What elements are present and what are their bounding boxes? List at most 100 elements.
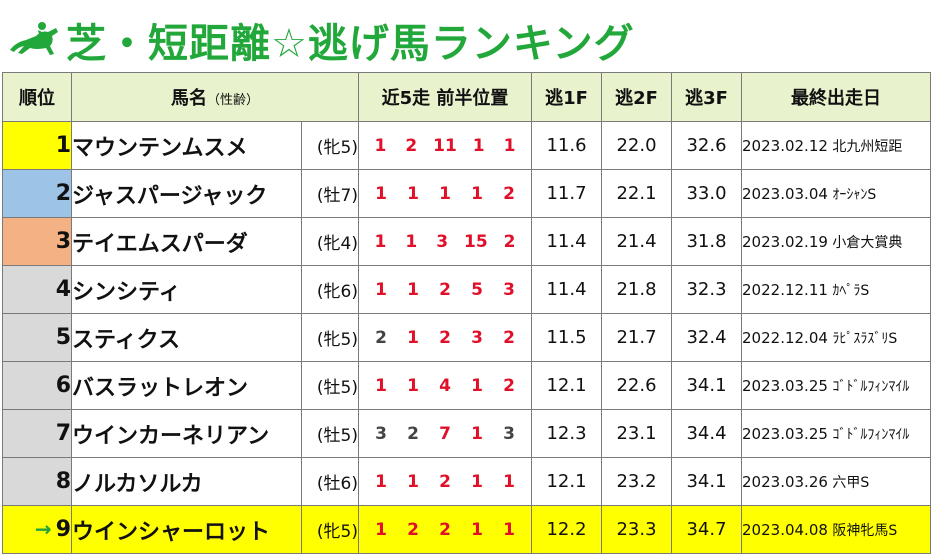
last-race-date: 2023.03.25 [742,424,828,443]
header-f1: 逃1F [531,72,603,122]
f3-value: 32.3 [671,265,743,314]
position-value: 3 [471,327,483,348]
last-race-name: ｺﾞﾄﾞﾙﾌｨﾝﾏｲﾙ [832,426,910,443]
f1-value: 11.4 [531,265,603,314]
f2-value: 22.1 [601,169,673,218]
position-value: 1 [503,471,515,492]
header-name: 馬名（性齢） [70,72,360,122]
header-last-race: 最終出走日 [741,72,932,122]
positions-cell: 1 2 11 1 1 [358,121,533,170]
f2-value: 21.8 [601,265,673,314]
last-race-date: 2022.12.11 [742,280,828,299]
rank-cell: 2 [2,169,72,218]
position-value: 1 [471,471,483,492]
last-race-cell: 2023.03.25 ｺﾞﾄﾞﾙﾌｨﾝﾏｲﾙ [741,409,932,458]
f3-value: 34.1 [671,361,743,410]
arrow-right-icon: → [34,517,52,541]
page-title: 芝・短距離☆逃げ馬ランキング [66,21,635,67]
horse-name: ジャスパージャック [71,169,302,218]
sex-age: (牡6) [300,457,360,506]
f2-value: 21.4 [601,217,673,266]
table-row: 2 ジャスパージャック (牡7) 1 1 1 1 2 11.7 22.1 33.0 2023.03.0… [2,169,932,218]
position-value: 1 [375,279,387,300]
last-race-name: 阪神牝馬S [832,522,898,539]
position-value: 1 [375,519,387,540]
last-race-date: 2023.03.04 [742,184,828,203]
sex-age: (牡7) [300,169,360,218]
sex-age: (牝5) [300,313,360,362]
position-value: 2 [439,519,451,540]
position-value: 11 [433,135,457,156]
position-value: 7 [439,423,451,444]
ranking-table: 順位 馬名（性齢） 近5走 前半位置 逃1F 逃2F 逃3F 最終出走日 1 マウ… [2,72,932,554]
last-race-cell: 2023.04.08 阪神牝馬S [741,505,932,554]
position-value: 2 [503,327,515,348]
position-value: 1 [471,183,483,204]
position-value: 2 [503,183,515,204]
table-row: 6 バスラットレオン (牡5) 1 1 4 1 2 12.1 22.6 34.1 2023.03.25… [2,361,932,410]
position-value: 1 [374,135,387,156]
rank-number: 4 [55,277,71,302]
f3-value: 32.4 [671,313,743,362]
sex-age: (牝4) [300,217,360,266]
rank-number: 1 [55,133,71,158]
horse-name: ノルカソルカ [71,457,302,506]
last-race-name: 小倉大賞典 [832,234,903,251]
last-race-date: 2023.02.19 [742,232,828,251]
position-value: 1 [375,471,387,492]
position-value: 2 [405,135,418,156]
last-race-name: ｶﾍﾟﾗS [832,282,870,299]
position-value: 2 [503,231,516,252]
header-rank: 順位 [2,72,72,122]
header-name-sub: （性齢） [207,93,260,108]
f1-value: 12.3 [531,409,603,458]
rank-number: 3 [55,229,71,254]
f2-value: 23.2 [601,457,673,506]
horse-name: バスラットレオン [71,361,302,410]
last-race-cell: 2023.03.04 ｵｰｼｬﾝS [741,169,932,218]
last-race-name: 六甲S [832,474,870,491]
position-value: 1 [439,183,451,204]
f1-value: 11.4 [531,217,603,266]
horse-name: ウインカーネリアン [71,409,302,458]
table-row: → 9 ウインシャーロット (牝5) 1 2 2 1 1 12.2 23.3 34.7 2023.04.… [2,505,932,554]
rank-cell: 5 [2,313,72,362]
header-name-label: 馬名 [171,88,207,109]
position-value: 1 [375,375,387,396]
rank-number: 9 [55,517,71,542]
table-row: 7 ウインカーネリアン (牡5) 3 2 7 1 3 12.3 23.1 34.4 2023.03.2… [2,409,932,458]
last-race-name: ﾗﾋﾟｽﾗｽﾞﾘS [832,330,898,347]
f3-value: 33.0 [671,169,743,218]
last-race-cell: 2023.02.19 小倉大賞典 [741,217,932,266]
f3-value: 34.4 [671,409,743,458]
position-value: 3 [503,279,515,300]
position-value: 3 [375,423,387,444]
f1-value: 12.1 [531,361,603,410]
position-value: 5 [471,279,483,300]
sex-age: (牝5) [300,505,360,554]
f2-value: 23.1 [601,409,673,458]
position-value: 1 [407,279,419,300]
last-race-date: 2023.02.12 [742,136,828,155]
f2-value: 22.6 [601,361,673,410]
position-value: 1 [471,423,483,444]
f3-value: 31.8 [671,217,743,266]
rank-cell: 1 [2,121,72,170]
position-value: 2 [375,327,387,348]
position-value: 2 [407,423,419,444]
table-row: 8 ノルカソルカ (牡6) 1 1 2 1 1 12.1 23.2 34.1 2023.03.26 六… [2,457,932,506]
f1-value: 11.7 [531,169,603,218]
last-race-date: 2023.03.26 [742,472,828,491]
horse-name: テイエムスパーダ [71,217,302,266]
positions-cell: 1 1 3 15 2 [358,217,533,266]
position-value: 1 [471,519,483,540]
rank-cell: 8 [2,457,72,506]
f2-value: 21.7 [601,313,673,362]
f3-value: 34.7 [671,505,743,554]
last-race-date: 2023.03.25 [742,376,828,395]
table-row: 3 テイエムスパーダ (牝4) 1 1 3 15 2 11.4 21.4 31.8 2023.02.1… [2,217,932,266]
last-race-date: 2023.04.08 [742,520,828,539]
